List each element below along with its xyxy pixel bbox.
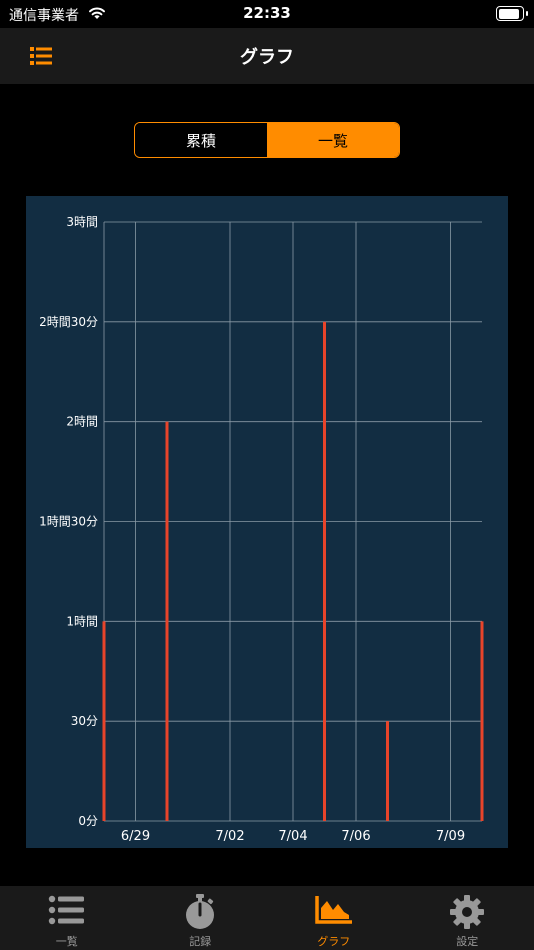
y-tick-label: 2時間 xyxy=(66,415,98,429)
x-tick-label: 7/06 xyxy=(341,829,370,844)
tab-settings[interactable]: 設定 xyxy=(401,886,534,950)
chart-panel: 0分 30分 1時間 1時間30分 2時間 2時間30分 3時間 6/29 7/02 7/04 7/… xyxy=(26,196,508,848)
graph-mode-segmented-control: 累積 一覧 xyxy=(134,122,400,158)
bar xyxy=(102,621,106,821)
y-tick-label: 3時間 xyxy=(66,215,98,229)
y-tick-label: 1時間30分 xyxy=(39,515,98,529)
gear-icon xyxy=(450,895,485,929)
x-tick-label: 7/04 xyxy=(278,829,307,844)
tab-label: グラフ xyxy=(317,935,351,948)
segment-list[interactable]: 一覧 xyxy=(267,123,399,157)
status-bar: 通信事業者 22:33 xyxy=(0,0,534,28)
menu-button[interactable] xyxy=(28,42,56,70)
list-icon xyxy=(48,895,84,925)
x-tick-label: 7/02 xyxy=(215,829,244,844)
list-icon xyxy=(30,47,52,65)
segment-cumulative[interactable]: 累積 xyxy=(135,123,267,157)
bar xyxy=(386,721,389,821)
tab-label: 設定 xyxy=(456,935,479,948)
bar xyxy=(480,621,484,821)
navigation-bar: グラフ xyxy=(0,28,534,84)
tab-label: 記録 xyxy=(189,935,212,948)
y-tick-label: 0分 xyxy=(78,814,98,828)
wifi-icon xyxy=(89,7,105,19)
bar xyxy=(165,421,169,821)
tab-list[interactable]: 一覧 xyxy=(0,886,134,950)
stopwatch-icon xyxy=(186,894,215,929)
tab-record[interactable]: 記録 xyxy=(134,886,268,950)
area-chart-icon xyxy=(315,896,352,924)
bar xyxy=(323,321,326,821)
y-tick-label: 30分 xyxy=(71,714,98,728)
page-title: グラフ xyxy=(240,47,294,68)
battery-icon xyxy=(496,6,528,21)
tab-graph[interactable]: グラフ xyxy=(267,886,401,950)
y-tick-label: 2時間30分 xyxy=(39,315,98,329)
bar-chart: 0分 30分 1時間 1時間30分 2時間 2時間30分 3時間 6/29 7/02 7/04 7/… xyxy=(39,215,484,844)
status-time: 22:33 xyxy=(243,4,291,22)
y-tick-label: 1時間 xyxy=(66,614,98,628)
x-tick-label: 7/09 xyxy=(436,829,465,844)
tab-label: 一覧 xyxy=(55,935,78,948)
carrier-label: 通信事業者 xyxy=(9,8,79,24)
x-tick-label: 6/29 xyxy=(121,829,150,844)
tab-bar: 一覧 記録 グラフ xyxy=(0,886,534,950)
battery-level xyxy=(498,8,519,19)
